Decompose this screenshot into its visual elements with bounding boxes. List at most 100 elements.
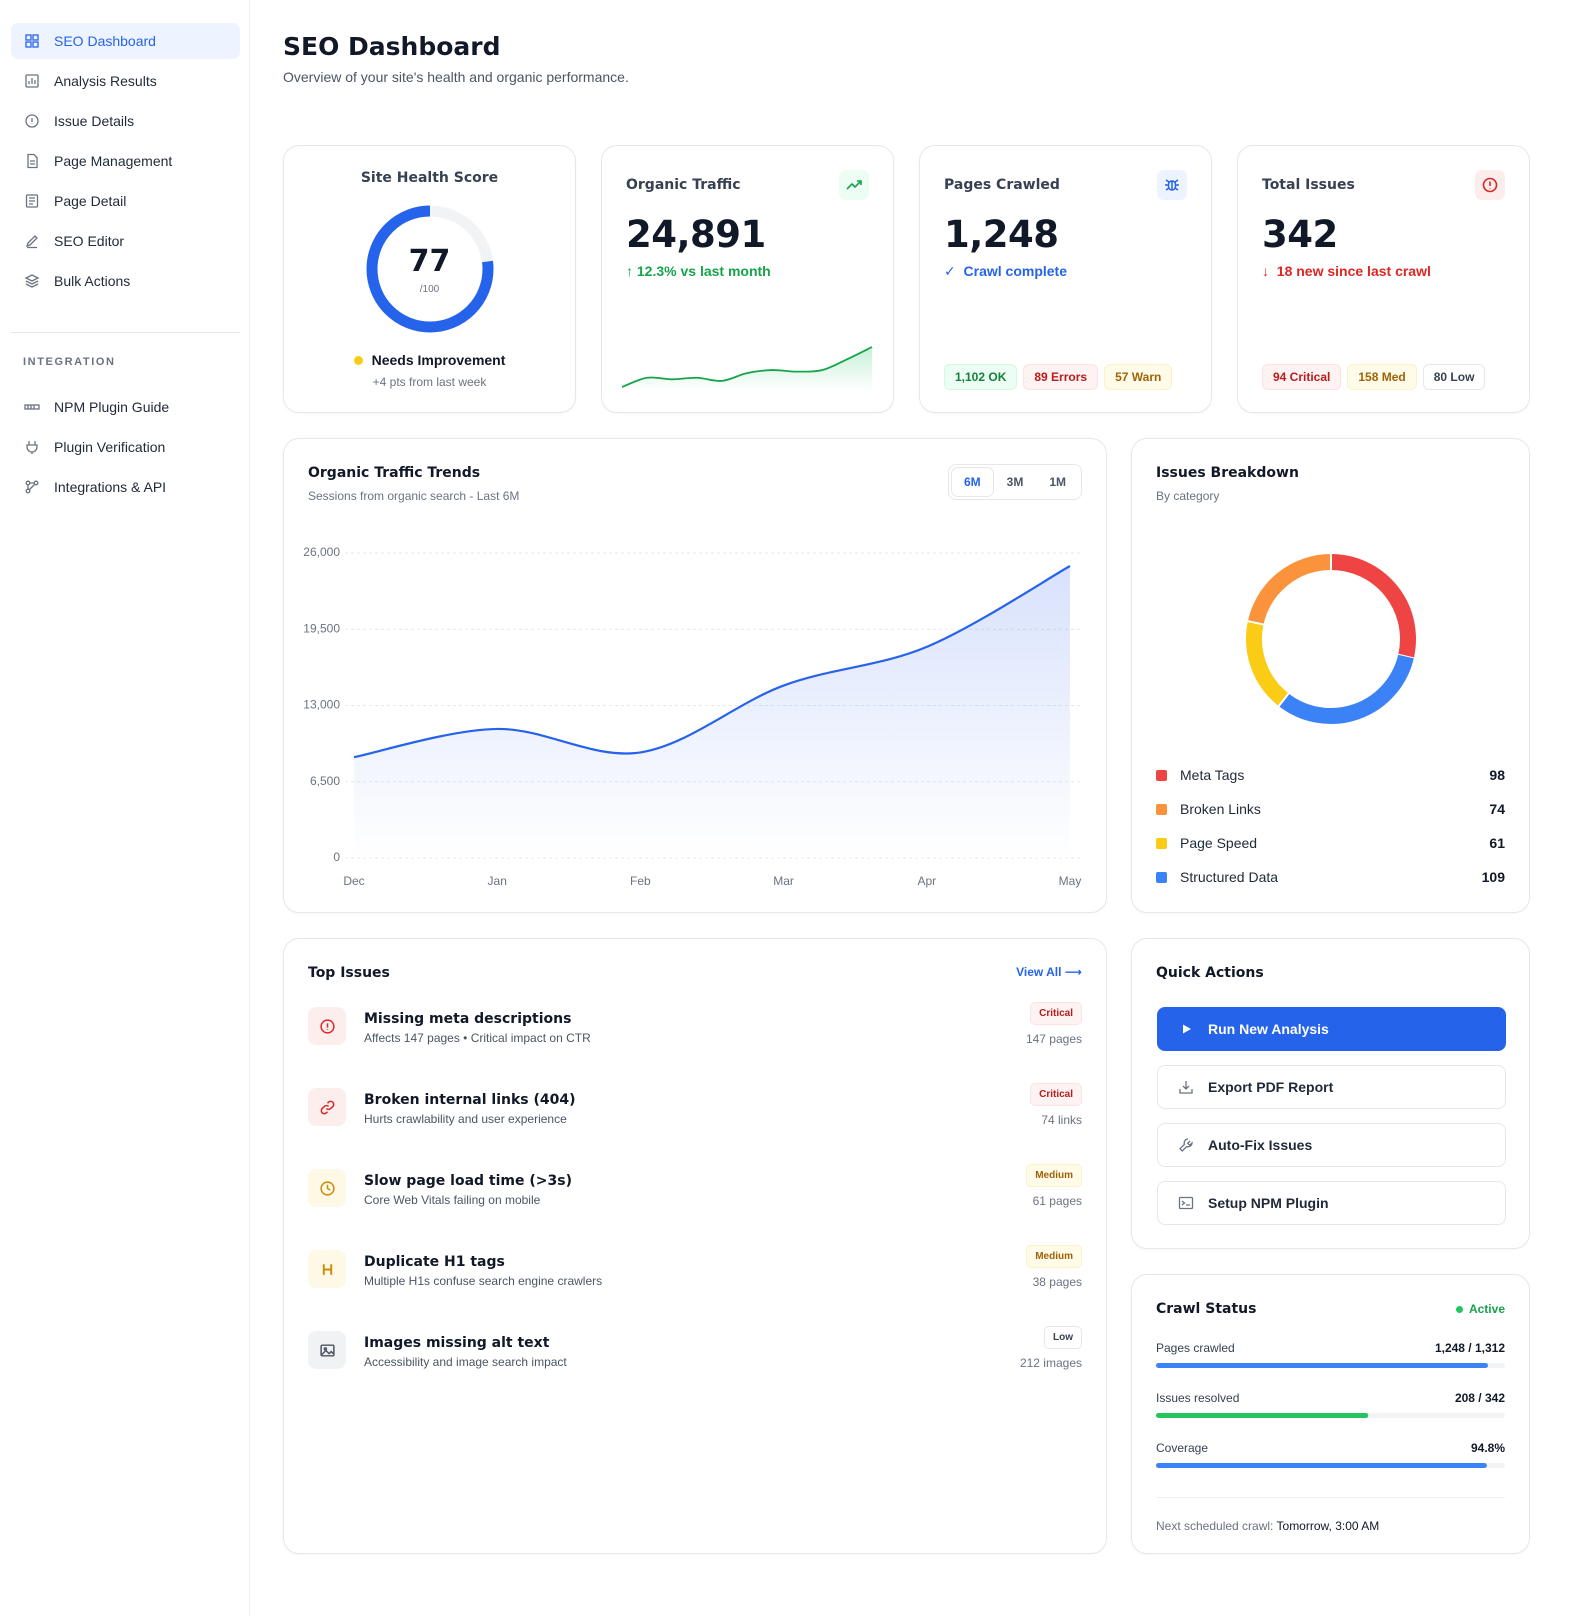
badge: 1,102 OK (944, 364, 1018, 390)
nav-label[interactable]: Page Detail (54, 193, 127, 209)
legend-value: 98 (1489, 767, 1505, 783)
action-label[interactable]: Run New Analysis (1208, 1021, 1329, 1037)
y-tick-label: 26,000 (303, 545, 340, 559)
severity-badge: Medium (1026, 1164, 1082, 1187)
next-label: Next scheduled crawl: (1156, 1519, 1274, 1533)
nav-label[interactable]: SEO Dashboard (54, 33, 156, 49)
status: Needs Improvement (284, 352, 575, 368)
breakdown-card: Issues Breakdown By category Meta Tags 98… (1131, 438, 1530, 913)
badge: 158 Med (1347, 364, 1417, 390)
progress-bar (1156, 1363, 1505, 1368)
nav-label[interactable]: Analysis Results (54, 73, 157, 89)
nav-label[interactable]: Page Management (54, 153, 173, 169)
x-tick-label: Mar (773, 874, 794, 888)
view-all-text[interactable]: View All (1016, 965, 1062, 979)
nav-item[interactable]: SEO Dashboard (11, 23, 240, 59)
nav-item[interactable]: Plugin Verification (11, 429, 240, 465)
issue-title: Missing meta descriptions (364, 1011, 572, 1027)
progress-label: Issues resolved (1156, 1391, 1240, 1405)
nav-label[interactable]: Issue Details (54, 113, 135, 129)
legend-row: Meta Tags 98 (1156, 767, 1505, 783)
action-label[interactable]: Setup NPM Plugin (1208, 1195, 1329, 1211)
legend-value: 61 (1489, 835, 1505, 851)
sparkline-line (622, 346, 873, 388)
badges: 94 Critical 158 Med 80 Low (1262, 364, 1491, 390)
action-button[interactable]: Auto-Fix Issues (1157, 1123, 1506, 1167)
issue-count: 38 pages (1032, 1275, 1082, 1289)
line-chart: 0 6,500 13,000 19,500 26,000 Dec Jan Feb Mar Apr M… (303, 545, 1082, 888)
donut-segment (1247, 554, 1332, 625)
nav-label[interactable]: Integrations & API (54, 479, 167, 495)
donut-segment (1330, 554, 1416, 659)
severity-badge: Critical (1030, 1002, 1082, 1025)
action-label[interactable]: Export PDF Report (1208, 1079, 1334, 1095)
badges: 1,102 OK 89 Errors 57 Warn (944, 364, 1178, 390)
nav-item[interactable]: Issue Details (11, 103, 240, 139)
gauge-arc (366, 205, 494, 333)
legend-row: Broken Links 74 (1156, 801, 1505, 817)
legend-swatch (1156, 769, 1167, 781)
donut-chart (1245, 552, 1416, 724)
nav-item[interactable]: Integrations & API (11, 469, 240, 505)
nav-label[interactable]: NPM Plugin Guide (54, 399, 170, 415)
issue-title: Duplicate H1 tags (364, 1254, 505, 1270)
badge: 80 Low (1422, 364, 1486, 390)
card-title: Organic Traffic Trends (308, 465, 481, 481)
next-crawl: Next scheduled crawl: Tomorrow, 3:00 AM (1156, 1519, 1379, 1533)
x-tick-label: Jan (488, 874, 507, 888)
page-title: SEO Dashboard (283, 32, 501, 61)
action-button[interactable]: Setup NPM Plugin (1157, 1181, 1506, 1225)
status-text: Crawl complete (963, 263, 1067, 279)
action-label[interactable]: Auto-Fix Issues (1208, 1137, 1313, 1153)
issue-desc: Multiple H1s confuse search engine crawl… (364, 1274, 603, 1288)
next-value: Tomorrow, 3:00 AM (1276, 1519, 1380, 1533)
nav-label[interactable]: Plugin Verification (54, 439, 166, 455)
status-dot (353, 356, 363, 365)
donut-segment (1278, 654, 1414, 724)
card-subtitle: Sessions from organic search - Last 6M (308, 489, 520, 503)
badge: 89 Errors (1023, 364, 1099, 390)
traffic-card: Organic Traffic 24,891 ↑ 12.3% vs last m… (601, 145, 894, 413)
nav-item[interactable]: SEO Editor (11, 223, 240, 259)
card-title: Organic Traffic (626, 177, 741, 193)
severity-badge: Low (1044, 1326, 1082, 1349)
legend-swatch (1156, 871, 1167, 883)
nav-item[interactable]: NPM Plugin Guide (11, 389, 240, 425)
trend-card: Organic Traffic Trends Sessions from org… (283, 438, 1107, 913)
issue-desc: Hurts crawlability and user experience (364, 1112, 567, 1126)
range-button[interactable]: 6M (951, 468, 993, 496)
x-tick-label: May (1059, 874, 1082, 888)
y-tick-label: 19,500 (303, 621, 340, 635)
issue-title: Images missing alt text (364, 1335, 550, 1351)
range-button[interactable]: 3M (1006, 475, 1024, 489)
metric-value: 24,891 (626, 213, 766, 256)
divider (1156, 1497, 1505, 1498)
issue-count: 74 links (1041, 1113, 1082, 1127)
score-max: /100 (419, 284, 440, 295)
segment-gap (1276, 691, 1291, 709)
nav-item[interactable]: Analysis Results (11, 63, 240, 99)
nav-item[interactable]: Page Management (11, 143, 240, 179)
card-subtitle: By category (1156, 489, 1220, 503)
view-all[interactable]: View All ⟶ (1016, 965, 1082, 979)
issue-count: 147 pages (1025, 1032, 1082, 1046)
nav-item[interactable]: Page Detail (11, 183, 240, 219)
donut-segment (1246, 621, 1289, 707)
nav-label[interactable]: SEO Editor (54, 233, 125, 249)
score: 77 (408, 244, 451, 279)
issues-card: Total Issues 342 ↓ 18 new since last cra… (1237, 145, 1530, 413)
legend-swatch (1156, 837, 1167, 849)
nav-label[interactable]: Bulk Actions (54, 273, 131, 289)
range-button[interactable]: 1M (1049, 475, 1066, 489)
action-button[interactable]: Run New Analysis (1157, 1007, 1506, 1051)
issue-desc: Accessibility and image search impact (364, 1355, 567, 1369)
nav-item[interactable]: Bulk Actions (11, 263, 240, 299)
issue-icon (308, 1331, 346, 1369)
change: ↓ 18 new since last crawl (1262, 263, 1431, 279)
status-dot (1455, 1306, 1463, 1313)
note: +4 pts from last week (372, 375, 487, 389)
action-button[interactable]: Export PDF Report (1157, 1065, 1506, 1109)
line (353, 565, 1071, 759)
progress-value: 94.8% (1470, 1441, 1505, 1455)
section-label: INTEGRATION (23, 356, 116, 368)
